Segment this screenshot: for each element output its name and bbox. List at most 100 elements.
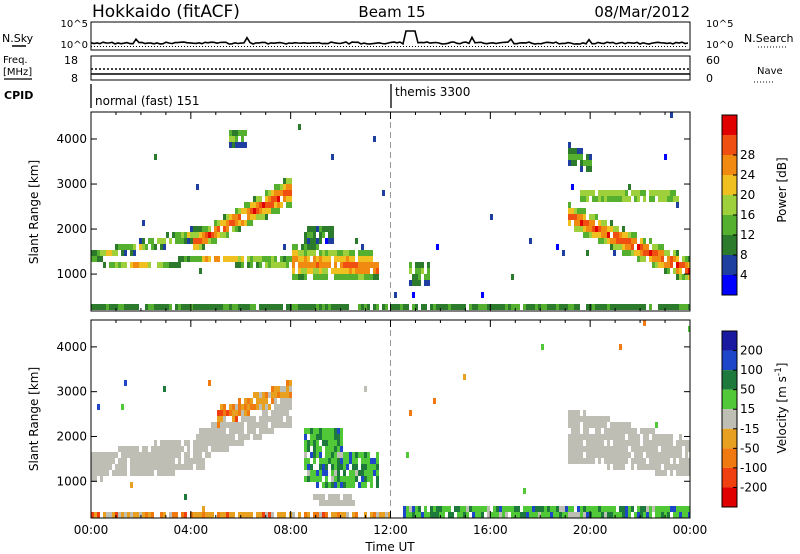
power-cell-836 — [667, 196, 670, 202]
power-cell-314 — [283, 262, 286, 268]
velocity-cell-584 — [352, 464, 355, 470]
velocity-cell-873 — [607, 452, 610, 458]
velocity-cell-727 — [541, 506, 544, 512]
velocity-cell-288 — [235, 428, 238, 434]
velocity-cell-869 — [607, 428, 610, 434]
power-cell-508 — [370, 256, 373, 262]
velocity-cell-483 — [322, 482, 325, 488]
power-cell-168 — [223, 220, 226, 226]
velocity-cell-472 — [319, 470, 322, 476]
velocity-cell-259 — [223, 434, 226, 440]
power-cell-655 — [583, 232, 586, 238]
power-cell-866 — [682, 256, 685, 262]
velocity-cell-40 — [112, 512, 115, 518]
velocity-colorbar-tick-label-2: 50 — [740, 383, 755, 397]
power-cell-867 — [682, 262, 685, 268]
velocity-cell-444 — [310, 470, 313, 476]
power-cell-405 — [319, 262, 322, 268]
velocity-cell-893 — [613, 464, 616, 470]
velocity-cell-118 — [154, 464, 157, 470]
velocity-cell-615 — [367, 464, 370, 470]
velocity-cell-9 — [94, 470, 97, 476]
velocity-cell-933 — [625, 512, 628, 518]
velocity-cell-46 — [118, 458, 121, 464]
velocity-cell-638 — [388, 512, 391, 518]
velocity-cell-865 — [604, 458, 607, 464]
velocity-cell-17 — [97, 512, 100, 518]
velocity-cell-387 — [277, 422, 280, 428]
power-cell-158 — [214, 304, 217, 310]
power-cell-27 — [118, 244, 121, 250]
velocity-cell-747 — [568, 422, 571, 428]
velocity-cell-784 — [577, 458, 580, 464]
power-cell-138 — [202, 256, 205, 262]
velocity-cell-1040 — [667, 446, 670, 452]
velocity-cell-296 — [238, 440, 241, 446]
velocity-cell-461 — [316, 470, 319, 476]
velocity-cell-582 — [352, 452, 355, 458]
velocity-cell-1052 — [670, 506, 673, 512]
velocity-cell-1039 — [667, 440, 670, 446]
power-cell-435 — [331, 238, 334, 244]
velocity-cell-218 — [205, 452, 208, 458]
power-cell-363 — [304, 274, 307, 280]
power-cell-670 — [589, 214, 592, 220]
power-cell-56 — [142, 262, 145, 268]
velocity-cell-721 — [532, 512, 535, 518]
power-cell-294 — [274, 304, 277, 310]
power-cell-779 — [637, 250, 640, 256]
velocity-cell-338 — [259, 392, 262, 398]
velocity-cell-736 — [553, 512, 556, 518]
velocity-cell-968 — [640, 506, 643, 512]
velocity-cell-91 — [142, 446, 145, 452]
power-cell-174 — [226, 220, 229, 226]
power-cell-274 — [268, 196, 271, 202]
velocity-cell-1029 — [664, 434, 667, 440]
velocity-cell-618 — [370, 458, 373, 464]
velocity-cell-357 — [265, 410, 268, 416]
velocity-colorbar-tick-label-1: 100 — [740, 363, 763, 377]
velocity-cell-936 — [628, 434, 631, 440]
velocity-cell-884 — [610, 506, 613, 512]
velocity-cell-291 — [238, 404, 241, 410]
power-cell-645 — [580, 214, 583, 220]
velocity-colorbar-swatch-0 — [722, 331, 737, 351]
velocity-cell-388 — [277, 512, 280, 518]
velocity-cell-1005 — [655, 440, 658, 446]
power-cell-841 — [667, 304, 670, 310]
power-cell-121 — [196, 226, 199, 232]
velocity-cell-409 — [286, 410, 289, 416]
velocity-cell-176 — [184, 494, 187, 500]
power-cell-821 — [661, 190, 664, 196]
power-cell-603 — [559, 304, 562, 310]
power-cell-652 — [583, 214, 586, 220]
velocity-cell-1079 — [682, 506, 685, 512]
power-cell-586 — [511, 304, 514, 310]
velocity-cell-509 — [331, 434, 334, 440]
velocity-cell-170 — [181, 464, 184, 470]
power-cell-598 — [547, 304, 550, 310]
velocity-cell-993 — [649, 506, 652, 512]
power-cell-34 — [124, 244, 127, 250]
velocity-cell-951 — [634, 446, 637, 452]
power-cell-644 — [580, 208, 583, 214]
velocity-colorbar-swatch-8 — [722, 487, 737, 507]
velocity-cell-606 — [364, 452, 367, 458]
velocity-cell-832 — [595, 416, 598, 422]
power-cell-475 — [352, 262, 355, 268]
velocity-cell-762 — [571, 452, 574, 458]
power-cell-93 — [178, 238, 181, 244]
power-cell-334 — [292, 268, 295, 274]
velocity-cell-912 — [619, 458, 622, 464]
velocity-cell-671 — [451, 512, 454, 518]
velocity-cell-691 — [484, 506, 487, 512]
power-cell-661 — [586, 220, 589, 226]
velocity-cell-417 — [289, 416, 292, 422]
velocity-cell-683 — [472, 506, 475, 512]
power-cell-53 — [142, 220, 145, 226]
velocity-cell-285 — [235, 410, 238, 416]
velocity-xtick-label-2: 08:00 — [273, 523, 308, 537]
power-cell-422 — [325, 268, 328, 274]
power-cell-751 — [625, 196, 628, 202]
